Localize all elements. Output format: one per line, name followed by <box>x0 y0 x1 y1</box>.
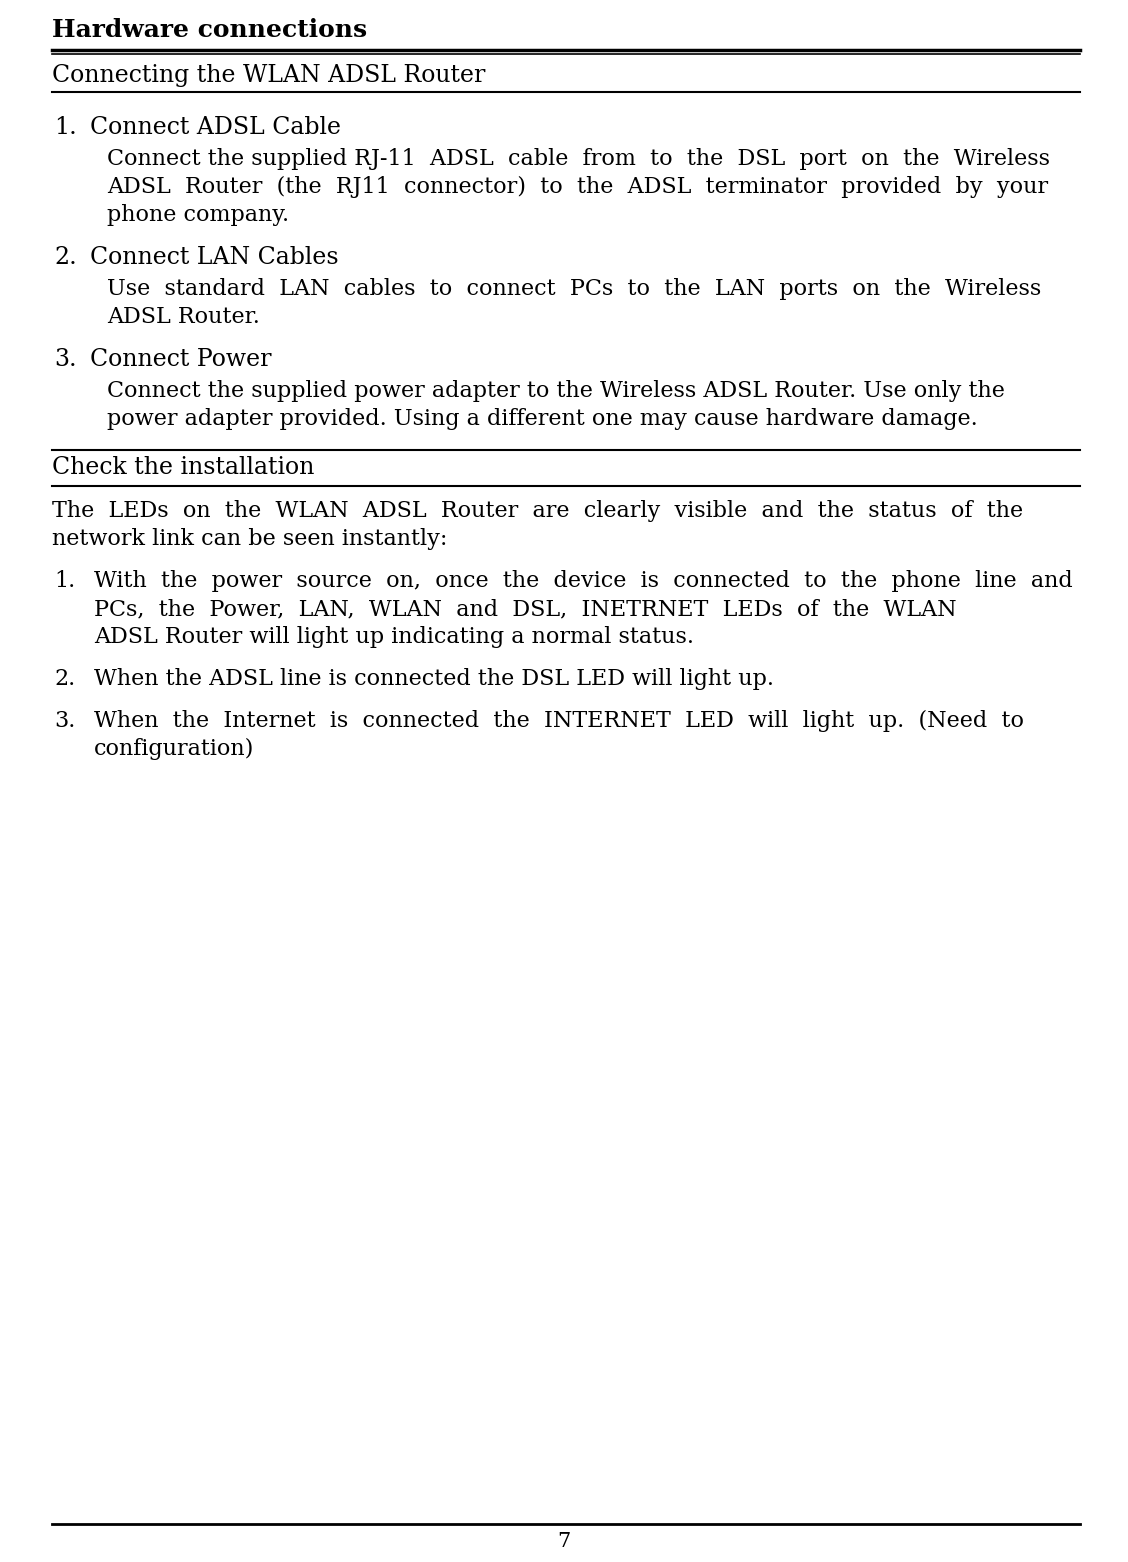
Text: The  LEDs  on  the  WLAN  ADSL  Router  are  clearly  visible  and  the  status : The LEDs on the WLAN ADSL Router are cle… <box>52 500 1023 522</box>
Text: Connect LAN Cables: Connect LAN Cables <box>90 245 338 269</box>
Text: Connecting the WLAN ADSL Router: Connecting the WLAN ADSL Router <box>52 64 485 87</box>
Text: When the ADSL line is connected the DSL LED will light up.: When the ADSL line is connected the DSL … <box>94 669 774 690</box>
Text: ADSL Router will light up indicating a normal status.: ADSL Router will light up indicating a n… <box>94 626 694 648</box>
Text: 3.: 3. <box>54 711 76 733</box>
Text: Check the installation: Check the installation <box>52 456 315 480</box>
Text: 1.: 1. <box>54 116 77 139</box>
Text: Connect Power: Connect Power <box>90 348 272 372</box>
Text: Connect the supplied RJ-11  ADSL  cable  from  to  the  DSL  port  on  the  Wire: Connect the supplied RJ-11 ADSL cable fr… <box>107 148 1050 170</box>
Text: With  the  power  source  on,  once  the  device  is  connected  to  the  phone : With the power source on, once the devic… <box>94 570 1073 592</box>
Text: ADSL Router.: ADSL Router. <box>107 306 259 328</box>
Text: 7: 7 <box>557 1532 571 1551</box>
Text: 1.: 1. <box>54 570 76 592</box>
Text: 2.: 2. <box>54 245 77 269</box>
Text: Use  standard  LAN  cables  to  connect  PCs  to  the  LAN  ports  on  the  Wire: Use standard LAN cables to connect PCs t… <box>107 278 1041 300</box>
Text: Connect ADSL Cable: Connect ADSL Cable <box>90 116 341 139</box>
Text: Connect the supplied power adapter to the Wireless ADSL Router. Use only the: Connect the supplied power adapter to th… <box>107 380 1005 401</box>
Text: power adapter provided. Using a different one may cause hardware damage.: power adapter provided. Using a differen… <box>107 408 978 430</box>
Text: configuration): configuration) <box>94 737 255 761</box>
Text: 2.: 2. <box>54 669 76 690</box>
Text: 3.: 3. <box>54 348 77 372</box>
Text: PCs,  the  Power,  LAN,  WLAN  and  DSL,  INETRNET  LEDs  of  the  WLAN: PCs, the Power, LAN, WLAN and DSL, INETR… <box>94 598 957 620</box>
Text: When  the  Internet  is  connected  the  INTERNET  LED  will  light  up.  (Need : When the Internet is connected the INTER… <box>94 711 1024 733</box>
Text: ADSL  Router  (the  RJ11  connector)  to  the  ADSL  terminator  provided  by  y: ADSL Router (the RJ11 connector) to the … <box>107 177 1048 198</box>
Text: network link can be seen instantly:: network link can be seen instantly: <box>52 528 448 550</box>
Text: Hardware connections: Hardware connections <box>52 19 367 42</box>
Text: phone company.: phone company. <box>107 205 289 226</box>
